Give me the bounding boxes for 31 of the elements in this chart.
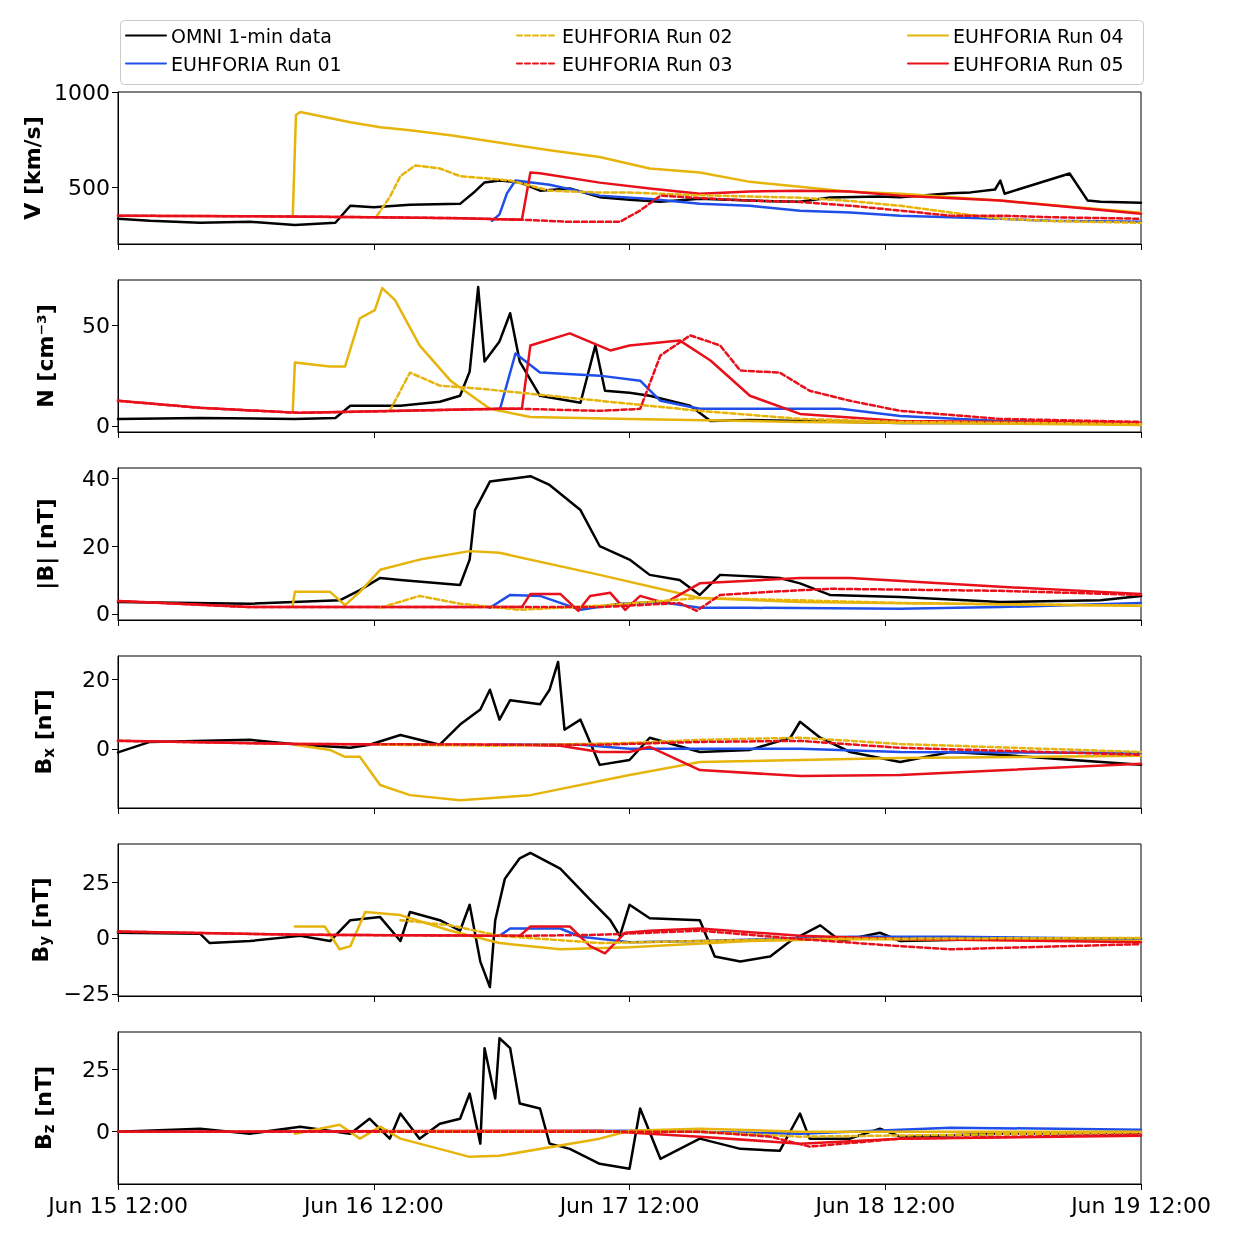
y-axis-title: N [cm⁻³] [32, 304, 58, 408]
legend-label: EUHFORIA Run 05 [953, 52, 1124, 75]
y-axis-title: |B| [nT] [32, 498, 59, 590]
y-tick-label: 1000 [54, 79, 110, 105]
legend-label: EUHFORIA Run 01 [171, 52, 342, 75]
legend-label: EUHFORIA Run 02 [562, 24, 733, 47]
x-tick-label: Jun 16 12:00 [301, 1192, 444, 1218]
y-tick-label: 20 [82, 533, 110, 559]
x-tick-label: Jun 15 12:00 [46, 1192, 188, 1218]
y-axis-title: V [km/s] [19, 116, 45, 220]
legend-label: OMNI 1-min data [171, 24, 332, 47]
y-tick-label: 25 [82, 869, 110, 895]
y-tick-label: 40 [82, 465, 110, 491]
y-tick-label: 0 [96, 601, 110, 627]
x-tick-label: Jun 17 12:00 [557, 1192, 700, 1218]
y-tick-label: 500 [68, 175, 110, 201]
y-axis-title: Bz [nT] [31, 1066, 58, 1150]
legend-label: EUHFORIA Run 04 [953, 24, 1124, 47]
y-tick-label: 25 [82, 1056, 110, 1082]
y-tick-label: 0 [96, 1119, 110, 1145]
y-tick-label: 0 [96, 736, 110, 762]
y-tick-label: 0 [96, 925, 110, 951]
y-tick-label: 0 [96, 413, 110, 439]
y-tick-label: 20 [82, 666, 110, 692]
legend-label: EUHFORIA Run 03 [562, 52, 733, 75]
x-tick-label: Jun 18 12:00 [813, 1192, 956, 1218]
y-axis-title: Bx [nT] [31, 689, 58, 775]
y-tick-label: −25 [63, 981, 110, 1007]
x-tick-label: Jun 19 12:00 [1069, 1192, 1211, 1218]
y-axis-title: By [nT] [27, 877, 55, 963]
y-tick-label: 50 [82, 312, 110, 338]
